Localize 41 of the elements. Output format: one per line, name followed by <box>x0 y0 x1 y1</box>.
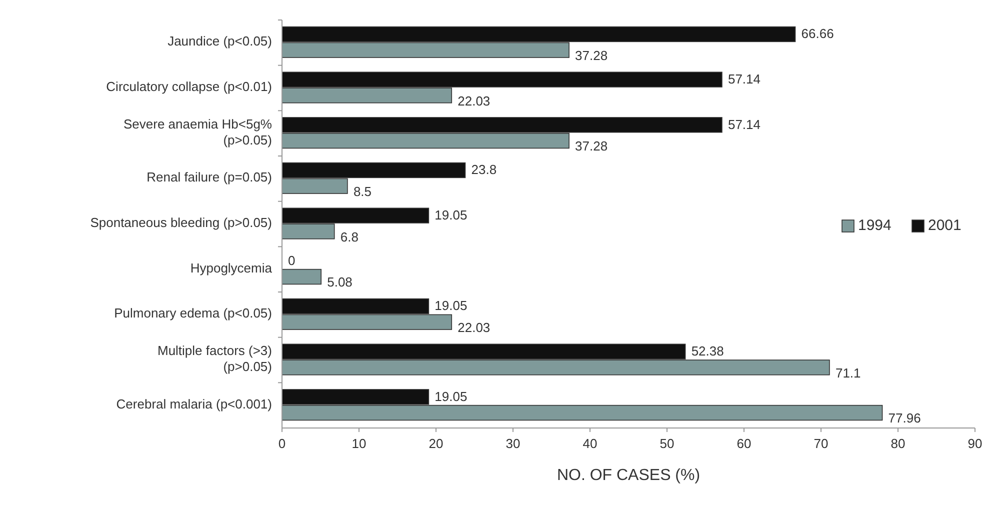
data-label: 19.05 <box>434 208 468 223</box>
y-tick-label: Severe anaemia Hb<5g% (p>0.05) <box>123 116 272 148</box>
x-tick-label: 80 <box>890 436 906 451</box>
legend-label: 2001 <box>928 216 962 234</box>
x-axis-title: NO. OF CASES (%) <box>556 467 700 484</box>
data-label: 37.28 <box>575 138 608 154</box>
x-tick-label: 60 <box>736 436 752 451</box>
y-tick-label: Hypoglycemia <box>190 260 273 276</box>
data-label: 19.05 <box>434 388 468 404</box>
data-label: 57.14 <box>728 116 761 132</box>
data-label: 37.28 <box>575 48 608 64</box>
data-label: 52.38 <box>691 344 724 359</box>
data-label: 71.1 <box>835 365 861 380</box>
x-tick-label: 30 <box>506 436 520 451</box>
data-label: 22.03 <box>458 320 490 336</box>
x-tick-label: 70 <box>814 436 828 451</box>
data-label: 23.8 <box>471 162 497 178</box>
x-tick-label: 10 <box>352 436 366 451</box>
y-tick-label: Jaundice (p<0.05) <box>168 34 272 50</box>
y-tick-label: Cerebral malaria (p<0.001) <box>116 396 272 412</box>
bar <box>282 268 322 285</box>
legend-label: 1994 <box>858 216 892 234</box>
data-label: 5.08 <box>327 274 352 290</box>
data-label: 0 <box>288 252 296 268</box>
x-tick-label: 50 <box>660 436 674 451</box>
y-tick-label: Multiple factors (>3) (p>0.05) <box>157 343 272 374</box>
y-tick-label: Pulmonary edema (p<0.05) <box>114 306 272 322</box>
data-label: 8.5 <box>353 184 372 200</box>
data-label: 22.03 <box>458 93 490 108</box>
data-label: 6.8 <box>340 229 358 244</box>
x-tick-label: 90 <box>968 436 982 451</box>
data-label: 57.14 <box>728 72 761 87</box>
data-label: 77.96 <box>888 410 921 426</box>
data-label: 66.66 <box>801 26 834 42</box>
x-tick-label: 20 <box>428 436 444 451</box>
y-tick-label: Spontaneous bleeding (p>0.05) <box>90 215 272 230</box>
x-tick-label: 0 <box>278 436 286 451</box>
y-tick-label: Renal failure (p=0.05) <box>146 170 272 186</box>
data-label: 19.05 <box>434 298 468 314</box>
y-tick-label: Circulatory collapse (p<0.01) <box>106 79 272 94</box>
x-tick-label: 40 <box>582 436 598 451</box>
